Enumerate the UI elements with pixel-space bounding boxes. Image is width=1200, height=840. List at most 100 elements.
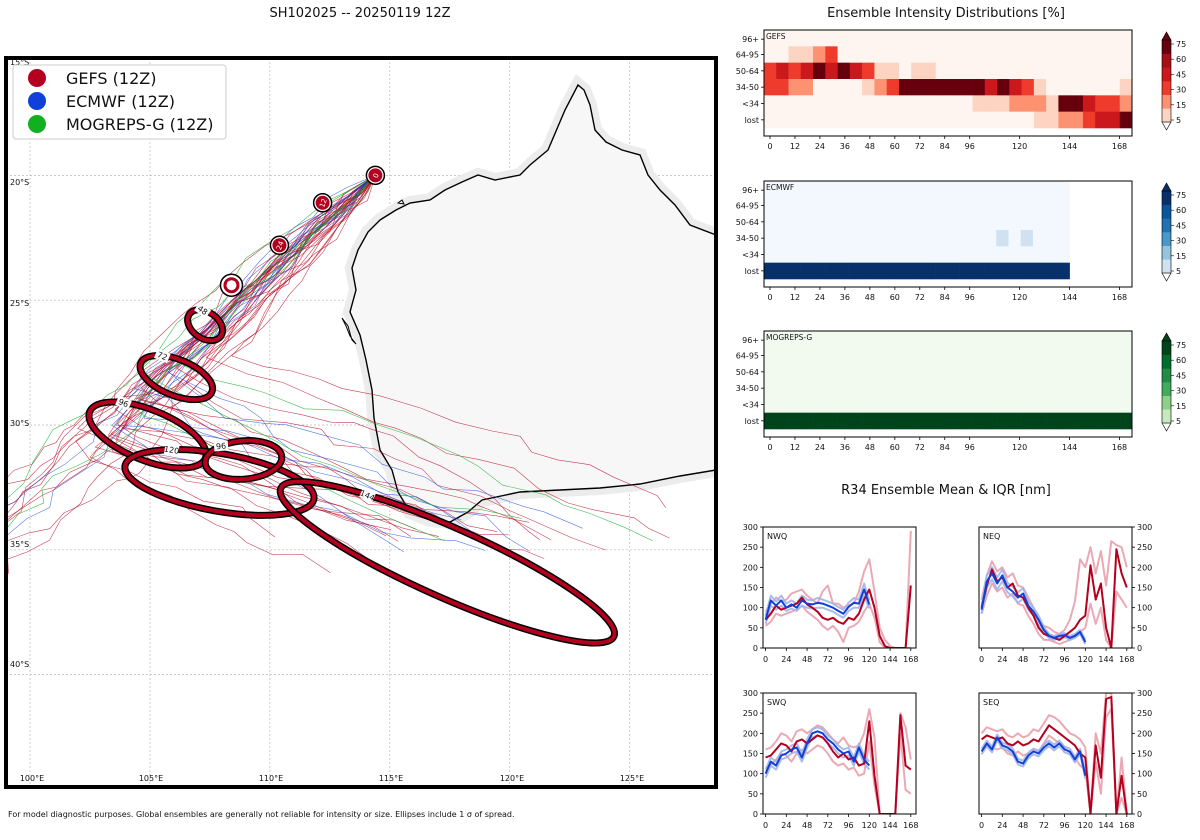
intensity-title: Ensemble Intensity Distributions [%] — [827, 6, 1065, 21]
colorbar-tick-label: 45 — [1176, 371, 1186, 380]
heatmap-cell — [1033, 412, 1047, 430]
heatmap-cell — [1058, 95, 1071, 112]
heatmap-cell — [984, 213, 997, 231]
colorbar-tick-label: 75 — [1176, 40, 1186, 49]
colorbar-tick-label: 15 — [1176, 252, 1186, 261]
heatmap-cell — [935, 230, 948, 247]
heatmap-cell — [1082, 331, 1096, 348]
heatmap-cell — [886, 246, 899, 263]
member-track-gefs — [231, 175, 667, 508]
ellipse-fill — [122, 447, 317, 518]
heatmap-cell — [898, 347, 912, 364]
heatmap-cell — [923, 363, 937, 381]
heatmap-cell — [1107, 396, 1121, 413]
legend-marker-mogreps — [28, 115, 46, 133]
heatmap-cell — [813, 331, 826, 348]
heatmap-cell — [1009, 380, 1022, 397]
australia-landmass — [341, 74, 716, 530]
heatmap-cell — [972, 412, 986, 430]
heatmap-cell — [1119, 396, 1133, 413]
colorbar-segment — [1162, 368, 1171, 383]
heatmap-cell — [813, 62, 826, 80]
colorbar-tick-label: 15 — [1176, 402, 1186, 411]
heatmap-cell — [996, 181, 1009, 198]
ellipse-label-bg — [194, 301, 212, 319]
heatmap-cell — [984, 262, 997, 280]
track-point-dot — [315, 195, 330, 210]
heatmap-cell — [874, 347, 887, 364]
heatmap-cell — [874, 213, 887, 231]
heatmap-cell — [788, 95, 802, 112]
heatmap-cell — [800, 79, 814, 96]
heatmap-cell — [922, 197, 936, 214]
heatmap-cell — [874, 380, 887, 397]
heatmap-cell — [1107, 331, 1121, 348]
heatmap-cell — [922, 230, 936, 247]
map-frame — [4, 56, 718, 789]
heatmap-cell — [849, 111, 863, 129]
lat-label: 20°S — [10, 178, 29, 187]
heatmap-cell — [764, 380, 777, 397]
heatmap-cell — [1009, 95, 1022, 112]
heatmap-cell — [947, 197, 960, 214]
intensity-row-label: lost — [745, 267, 759, 276]
heatmap-cell — [935, 331, 949, 348]
track-point-dot — [272, 238, 287, 253]
heatmap-cell — [812, 213, 826, 231]
heatmap-cell — [837, 111, 851, 129]
track-point-12: 12 — [312, 193, 333, 213]
member-track-gefs — [75, 175, 376, 538]
intensity-hour-label: 60 — [890, 443, 900, 452]
heatmap-cell — [886, 197, 899, 214]
heatmap-cell — [1009, 30, 1022, 47]
heatmap-cell — [984, 95, 998, 112]
r34-x-label: 72 — [823, 655, 833, 664]
heatmap-cell — [1021, 79, 1035, 96]
heatmap-cell — [825, 262, 838, 280]
heatmap-cell — [1070, 363, 1084, 381]
intensity-hour-label: 48 — [865, 142, 875, 151]
heatmap-cell — [984, 79, 998, 96]
heatmap-cell — [948, 95, 961, 112]
heatmap-cell — [874, 79, 887, 96]
heatmap-cell — [776, 30, 789, 47]
heatmap-cell — [837, 331, 851, 348]
r34-y-label: 300 — [743, 689, 758, 698]
intensity-hour-label: 84 — [940, 293, 950, 302]
colorbar-segment — [1162, 341, 1171, 355]
intensity-hour-label: 72 — [915, 293, 925, 302]
heatmap-cell — [898, 46, 912, 63]
heatmap-cell — [1107, 363, 1121, 381]
colorbar-frame — [1161, 39, 1172, 123]
heatmap-cell — [849, 213, 863, 231]
heatmap-cell — [1009, 396, 1022, 413]
heatmap-cell — [1057, 262, 1070, 280]
heatmap-cell — [1045, 213, 1058, 231]
heatmap-cell — [947, 262, 960, 280]
heatmap-frame — [763, 330, 1133, 438]
intensity-hour-label: 144 — [1062, 293, 1077, 302]
heatmap-cell — [776, 95, 789, 112]
heatmap-cell — [776, 111, 789, 129]
intensity-hour-label: 0 — [767, 443, 772, 452]
colorbar-segment — [1162, 40, 1171, 54]
heatmap-cell — [984, 246, 997, 263]
heatmap-cell — [1021, 111, 1035, 129]
r34-x-label: 144 — [1098, 821, 1113, 830]
heatmap-cell — [837, 30, 851, 47]
heatmap-cell — [800, 412, 814, 430]
ecmwf-p75-line — [764, 582, 871, 616]
intensity-row-label: 64-95 — [736, 51, 759, 60]
heatmap-cell — [874, 412, 887, 430]
heatmap-cell — [861, 213, 875, 231]
member-track-mogreps — [6, 175, 376, 530]
heatmap-cell — [1021, 331, 1035, 348]
heatmap-cell — [911, 95, 924, 112]
heatmap-cell — [935, 262, 948, 280]
intensity-hour-label: 24 — [815, 142, 825, 151]
track-point-hour: 12 — [318, 198, 329, 209]
gefs-mean-line — [764, 585, 912, 648]
heatmap-cell — [898, 331, 912, 348]
heatmap-cell — [922, 213, 936, 231]
heatmap-cell — [911, 396, 924, 413]
